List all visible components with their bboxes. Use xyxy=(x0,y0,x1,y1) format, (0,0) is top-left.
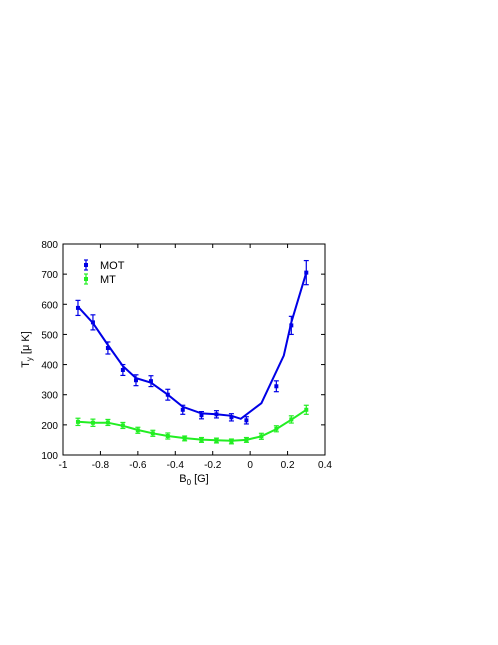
legend-marker xyxy=(84,263,88,267)
data-point xyxy=(135,426,141,434)
data-point xyxy=(182,435,188,442)
x-tick-label: -0.2 xyxy=(204,460,222,471)
legend-entry-mt: MT xyxy=(84,273,116,286)
data-point xyxy=(243,436,249,443)
x-axis-label: B0 [G] xyxy=(179,473,208,487)
marker xyxy=(150,431,155,436)
marker xyxy=(148,379,153,384)
data-point xyxy=(150,429,156,437)
marker xyxy=(105,420,110,425)
series-mot xyxy=(75,259,309,425)
legend-label: MT xyxy=(100,274,116,286)
axis-ticks xyxy=(62,243,326,456)
x-tick-label: -0.4 xyxy=(167,460,185,471)
marker xyxy=(90,420,95,425)
marker xyxy=(289,417,294,422)
data-point xyxy=(90,418,96,427)
marker xyxy=(165,392,170,397)
data-point xyxy=(180,404,186,415)
marker xyxy=(180,407,185,412)
marker xyxy=(229,439,234,444)
x-tick-label: 0 xyxy=(247,460,253,471)
data-point xyxy=(148,375,154,388)
marker xyxy=(135,428,140,433)
marker xyxy=(90,320,95,325)
plot-frame xyxy=(62,243,326,456)
data-point xyxy=(105,418,111,427)
data-point xyxy=(75,417,81,427)
marker xyxy=(274,426,279,431)
y-tick-label: 200 xyxy=(41,421,58,432)
axis-tick-labels: -1 -0.8 -0.6 -0.4 -0.2 0 0.2 0.4 100 200 300 400 500… xyxy=(41,240,332,471)
x-tick-label: -0.8 xyxy=(92,460,110,471)
data-point xyxy=(243,416,249,425)
x-tick-label: -0.6 xyxy=(129,460,147,471)
marker xyxy=(199,437,204,442)
y-tick-label: 300 xyxy=(41,391,58,402)
marker xyxy=(75,305,80,310)
data-point xyxy=(213,437,219,444)
data-point xyxy=(198,436,204,443)
y-tick-label: 400 xyxy=(41,361,58,372)
data-point xyxy=(303,259,309,286)
y-tick-label: 800 xyxy=(41,240,58,251)
data-point xyxy=(288,415,294,424)
marker xyxy=(304,270,309,275)
x-tick-label: 0.2 xyxy=(281,460,295,471)
marker xyxy=(229,415,234,420)
legend-marker xyxy=(84,277,88,281)
marker xyxy=(289,323,294,328)
data-point xyxy=(273,425,279,433)
y-axis-label: Ty[μ K] xyxy=(20,331,34,368)
legend-label: MOT xyxy=(100,260,125,272)
y-tick-label: 600 xyxy=(41,300,58,311)
marker xyxy=(259,434,264,439)
data-point xyxy=(133,374,139,387)
marker xyxy=(182,436,187,441)
y-tick-label: 700 xyxy=(41,270,58,281)
x-tick-label: -1 xyxy=(59,460,68,471)
marker xyxy=(199,413,204,418)
fit-line-mt xyxy=(77,408,307,442)
series-mt xyxy=(75,404,309,445)
marker xyxy=(133,378,138,383)
marker xyxy=(274,384,279,389)
marker xyxy=(120,423,125,428)
marker xyxy=(105,345,110,350)
data-point xyxy=(120,421,126,430)
marker xyxy=(214,438,219,443)
legend: MOT MT xyxy=(84,259,125,286)
data-point xyxy=(165,432,171,440)
marker xyxy=(244,418,249,423)
x-tick-label: 0.4 xyxy=(318,460,332,471)
data-point xyxy=(228,438,234,445)
data-point xyxy=(198,410,204,420)
data-point xyxy=(288,315,294,336)
data-point xyxy=(75,299,81,317)
marker xyxy=(214,412,219,417)
data-point xyxy=(273,380,279,393)
marker xyxy=(165,434,170,439)
legend-entry-mot: MOT xyxy=(84,259,125,272)
data-point xyxy=(120,363,126,377)
data-point xyxy=(105,341,111,355)
data-point xyxy=(165,388,171,401)
y-tick-label: 100 xyxy=(41,451,58,462)
y-tick-label: 500 xyxy=(41,330,58,341)
data-point xyxy=(258,432,264,440)
fit-line-mot xyxy=(77,272,308,420)
marker xyxy=(244,437,249,442)
marker xyxy=(304,407,309,412)
marker xyxy=(120,367,125,372)
series-layer xyxy=(75,259,309,445)
data-point xyxy=(303,404,309,415)
data-point xyxy=(90,314,96,331)
marker xyxy=(75,419,80,424)
data-point xyxy=(228,413,234,422)
data-point xyxy=(213,410,219,419)
